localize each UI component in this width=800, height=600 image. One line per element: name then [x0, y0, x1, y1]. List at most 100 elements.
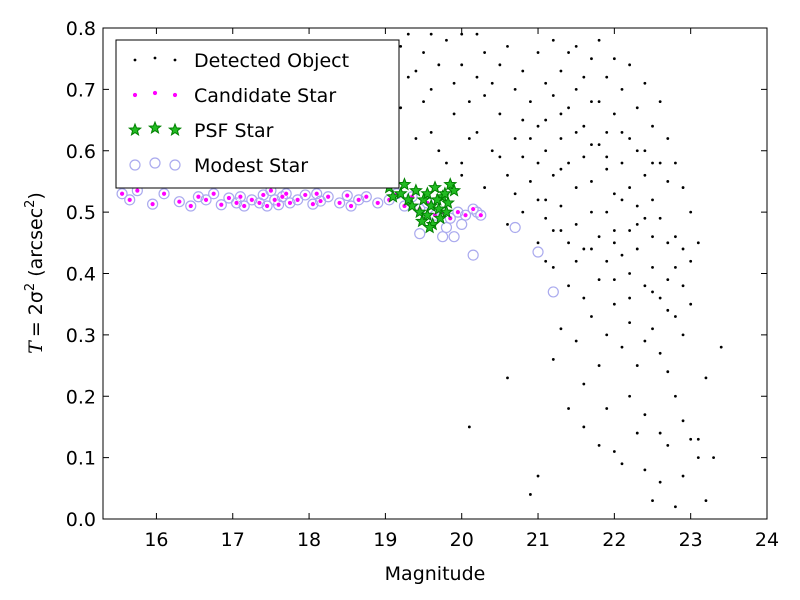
detected-object-point [498, 112, 502, 116]
modest-star-point [353, 194, 365, 206]
detected-object-point [460, 32, 464, 36]
detected-object-point [467, 425, 471, 429]
detected-object-point [536, 241, 540, 245]
psf-star-point [415, 213, 430, 228]
modest-star-point [230, 197, 243, 209]
detected-object-point [681, 284, 685, 288]
detected-object-point [651, 161, 654, 165]
detected-object-point [506, 45, 509, 48]
detected-object-point [635, 149, 639, 153]
legend-label-modest-star: Modest Star [194, 155, 308, 177]
psf-star-point [408, 183, 423, 197]
psf-star-point [431, 201, 446, 216]
candidate-star-point [314, 191, 320, 197]
detected-object-point [597, 364, 601, 367]
detected-object-point [612, 278, 616, 282]
y-tick-label: 0.2 [66, 386, 96, 408]
detected-object-point [620, 130, 624, 134]
detected-object-point [475, 75, 479, 79]
psf-star-point [422, 220, 437, 234]
detected-object-point [406, 32, 410, 36]
detected-object-point [559, 327, 563, 331]
detected-object-point [674, 161, 677, 165]
detected-object-point [635, 223, 639, 226]
detected-object-point [681, 333, 685, 337]
detected-object-point [651, 499, 654, 502]
detected-object-point [521, 155, 525, 159]
detected-object-point [536, 51, 540, 54]
detected-object-point [628, 394, 632, 398]
detected-object-point [460, 173, 464, 177]
detected-object-point [536, 161, 540, 165]
detected-object-point [567, 284, 570, 288]
y-tick-label: 0.0 [66, 509, 96, 531]
candidate-star-point [355, 197, 362, 203]
detected-object-point [574, 130, 578, 134]
detected-object-point [605, 167, 609, 171]
candidate-star-point [195, 194, 202, 200]
modest-star-point [185, 200, 197, 212]
candidate-star-point [363, 194, 370, 200]
candidate-star-point [134, 187, 141, 194]
candidate-star-point [344, 192, 350, 199]
modest-star-point [280, 188, 292, 200]
modest-star-point [124, 194, 136, 206]
candidate-star-point [348, 203, 354, 209]
modest-star-point [448, 231, 460, 243]
detected-object-point [414, 137, 418, 140]
detected-object-point [567, 51, 570, 54]
detected-object-point [406, 75, 410, 79]
detected-object-point [651, 290, 654, 294]
detected-object-point [544, 81, 548, 85]
detected-object-point [712, 456, 715, 460]
modest-star-point [208, 188, 220, 200]
psf-star-point [439, 204, 454, 219]
y-tick-label: 0.3 [66, 325, 96, 347]
detected-object-point [582, 124, 586, 128]
detected-object-point [582, 155, 586, 159]
detected-object-point [483, 94, 487, 97]
modest-star-point [440, 221, 453, 234]
detected-object-point [529, 100, 532, 104]
detected-object-point [574, 186, 578, 189]
detected-object-point [551, 94, 555, 97]
x-tick-label: 22 [602, 529, 626, 551]
detected-object-point [628, 63, 632, 67]
modest-star-point [452, 206, 464, 218]
detected-object-point [544, 216, 548, 220]
modest-star-point [173, 196, 185, 208]
detected-object-point [498, 155, 502, 159]
detected-object-point [612, 450, 616, 453]
modest-star-point [200, 194, 212, 206]
detected-object-point [483, 186, 487, 189]
candidate-star-point [275, 202, 282, 208]
detected-object-point [582, 75, 586, 79]
candidate-star-point [302, 192, 308, 198]
detected-object-point [559, 229, 563, 232]
psf-star-point [405, 198, 420, 212]
detected-object-point [628, 186, 632, 189]
psf-star-point [427, 180, 443, 194]
detected-object-point [666, 370, 670, 374]
detected-object-point [635, 106, 639, 110]
candidate-star-point [317, 198, 324, 204]
detected-object-point [696, 456, 700, 460]
y-tick-label: 0.6 [66, 141, 96, 163]
detected-object-point [597, 235, 601, 239]
detected-object-point [399, 106, 403, 110]
detected-object-point [513, 87, 517, 91]
detected-object-point [658, 351, 662, 355]
legend-marker-candidate-star [132, 92, 138, 98]
detected-object-point [529, 137, 532, 140]
detected-object-point [674, 315, 677, 318]
detected-object-point [506, 173, 509, 177]
detected-object-point [452, 81, 456, 85]
candidate-star-point [218, 202, 224, 208]
detected-object-point [605, 75, 609, 79]
legend: Detected Object Candidate Star PSF Star … [115, 39, 400, 189]
detected-object-point [437, 149, 441, 153]
detected-object-point [635, 247, 639, 251]
detected-object-point [605, 155, 609, 159]
psf-star-point [412, 204, 427, 219]
